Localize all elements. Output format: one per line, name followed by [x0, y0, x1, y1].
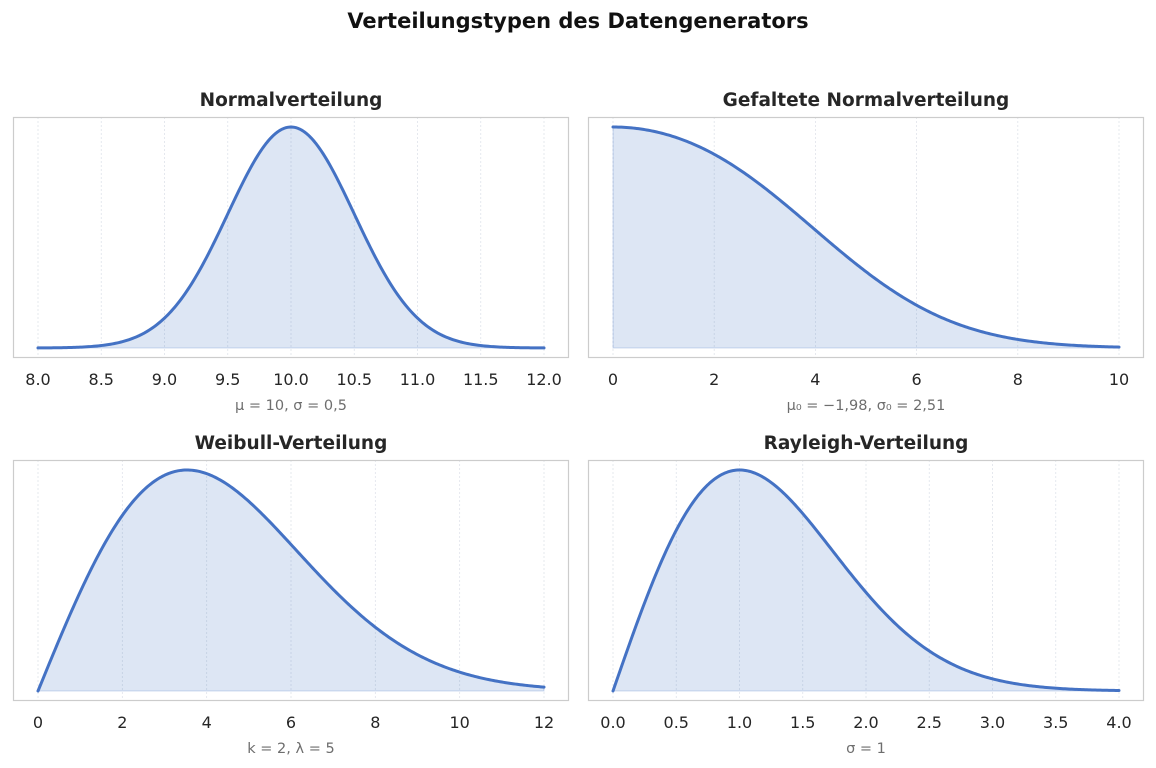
x-tick-label: 8 — [370, 713, 380, 732]
density-area — [37, 126, 545, 349]
x-tick-label: 8.0 — [25, 370, 50, 389]
axes-frame — [12, 459, 570, 702]
axes-frame — [587, 116, 1145, 359]
x-tick-label: 3.5 — [1043, 713, 1068, 732]
x-tick-label: 10.0 — [273, 370, 309, 389]
x-tick-label: 4 — [810, 370, 820, 389]
density-line — [36, 468, 546, 693]
x-axis-label: μ₀ = −1,98, σ₀ = 2,51 — [787, 398, 946, 414]
chart-svg: Weibull-Verteilung 0 2 4 6 8 10 12 k = 2, λ = 5 — [12, 433, 570, 757]
x-tick-label: 10.5 — [336, 370, 372, 389]
axes-frame — [587, 459, 1145, 702]
x-tick-label: 11.0 — [400, 370, 436, 389]
x-tick-label: 9.0 — [152, 370, 177, 389]
x-tick-label: 8 — [1013, 370, 1023, 389]
x-tick-label: 12.0 — [526, 370, 562, 389]
panel-normal: Normalverteilung 8.0 8.5 9.0 9.5 10.0 10.5 11.0… — [12, 77, 570, 418]
x-tick-label: 10 — [449, 713, 469, 732]
panel-weibull: Weibull-Verteilung 0 2 4 6 8 10 12 k = 2, λ = 5 — [12, 420, 570, 761]
chart-svg: Rayleigh-Verteilung 0.0 0.5 1.0 1.5 2.0 2.5 3.0… — [587, 433, 1145, 757]
x-tick-label: 8.5 — [89, 370, 114, 389]
density-area — [37, 469, 545, 692]
x-tick-label: 1.0 — [727, 713, 752, 732]
x-tick-label: 0 — [33, 713, 43, 732]
x-tick-label: 2.0 — [853, 713, 878, 732]
x-axis-label: k = 2, λ = 5 — [247, 741, 334, 757]
x-axis-label: μ = 10, σ = 0,5 — [235, 398, 347, 414]
x-tick-label: 10 — [1109, 370, 1129, 389]
chart-title: Weibull-Verteilung — [195, 433, 388, 454]
x-tick-label: 9.5 — [215, 370, 240, 389]
x-tick-label: 6 — [912, 370, 922, 389]
x-tick-label: 3.0 — [980, 713, 1005, 732]
x-tick-label: 11.5 — [463, 370, 499, 389]
figure-title: Verteilungstypen des Datengenerators — [347, 9, 809, 33]
density-area — [612, 126, 1120, 349]
x-tick-label: 12 — [534, 713, 554, 732]
x-tick-label: 4.0 — [1106, 713, 1131, 732]
chart-title: Gefaltete Normalverteilung — [723, 90, 1010, 111]
x-tick-label: 0 — [608, 370, 618, 389]
x-axis-label: σ = 1 — [846, 741, 886, 757]
x-tick-label: 1.5 — [790, 713, 815, 732]
x-tick-label: 0.0 — [600, 713, 625, 732]
x-tick-label: 2 — [709, 370, 719, 389]
chart-svg: Normalverteilung 8.0 8.5 9.0 9.5 10.0 10.5 11.0… — [12, 90, 570, 414]
chart-title: Normalverteilung — [200, 90, 383, 111]
axes-frame — [12, 116, 570, 359]
x-tick-label: 2.5 — [917, 713, 942, 732]
x-tick-label: 6 — [286, 713, 296, 732]
panel-folded-normal: Gefaltete Normalverteilung 0 2 4 6 8 10 μ₀ = −1… — [587, 77, 1145, 418]
panel-rayleigh: Rayleigh-Verteilung 0.0 0.5 1.0 1.5 2.0 2.5 3.0… — [587, 420, 1145, 761]
x-tick-label: 2 — [117, 713, 127, 732]
density-line — [611, 468, 1121, 693]
density-line — [611, 125, 1121, 349]
chart-title: Rayleigh-Verteilung — [764, 433, 969, 454]
x-tick-label: 0.5 — [664, 713, 689, 732]
x-tick-label: 4 — [202, 713, 212, 732]
density-line — [36, 125, 546, 350]
chart-svg: Gefaltete Normalverteilung 0 2 4 6 8 10 μ₀ = −1… — [587, 90, 1145, 414]
